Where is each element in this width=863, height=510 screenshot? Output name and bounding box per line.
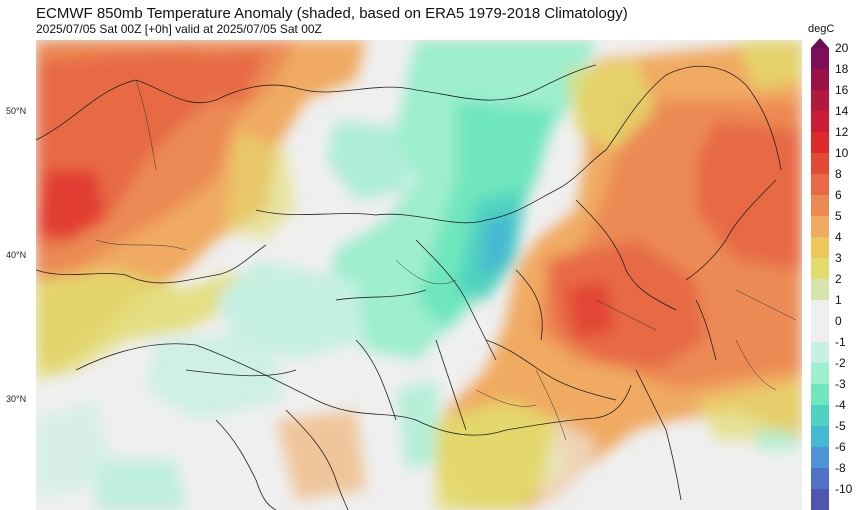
country-borders [36,64,782,510]
colorbar-swatch [811,279,829,300]
colorbar-swatch [811,405,829,426]
colorbar-tick-label: -2 [835,356,846,370]
colorbar-tick-label: -4 [835,398,846,412]
colorbar-swatch [811,447,829,468]
colorbar-swatch [811,69,829,90]
map-canvas [36,40,802,510]
colorbar-tick-label: -6 [835,440,846,454]
colorbar-swatch [811,384,829,405]
colorbar-tick-label: 20 [835,41,849,55]
colorbar-swatch [811,90,829,111]
colorbar-tick-label: 12 [835,125,849,139]
province-borders [95,79,797,441]
colorbar-tick-label: -8 [835,461,846,475]
colorbar-swatch [811,321,829,342]
colorbar-tick-label: -1 [835,335,846,349]
anomaly-field [36,40,802,510]
colorbar-swatch [811,468,829,489]
colorbar-tick-label: 5 [835,209,842,223]
colorbar-tick-label: 3 [835,251,842,265]
colorbar-swatch [811,174,829,195]
colorbar-tick-label: 18 [835,62,849,76]
colorbar-tick-label: -10 [835,482,853,496]
colorbar-swatch [811,195,829,216]
colorbar-swatch [811,363,829,384]
colorbar-tick-label: 16 [835,83,849,97]
colorbar-tick-label: -5 [835,419,846,433]
map-title: ECMWF 850mb Temperature Anomaly (shaded,… [36,5,628,22]
colorbar-swatch [811,48,829,69]
colorbar-swatch [811,237,829,258]
colorbar-swatch [811,426,829,447]
lat-label-40n: 40°N [6,250,27,260]
colorbar-extend-arrow [811,38,829,48]
colorbar-swatch [811,111,829,132]
colorbar-tick-label: 14 [835,104,849,118]
colorbar-swatch [811,258,829,279]
colorbar-swatch [811,342,829,363]
map-subtitle: 2025/07/05 Sat 00Z [+0h] valid at 2025/0… [36,22,322,36]
lat-label-30n: 30°N [6,394,27,404]
colorbar-tick-label: 8 [835,167,842,181]
colorbar-tick-label: 2 [835,272,842,286]
colorbar-tick-label: 0 [835,314,842,328]
colorbar-tick-label: 4 [835,230,842,244]
colorbar-swatch [811,132,829,153]
colorbar-swatch [811,489,829,510]
colorbar-swatch [811,216,829,237]
lat-label-50n: 50°N [6,106,27,116]
colorbar-swatch [811,153,829,174]
colorbar-swatch [811,300,829,321]
temperature-anomaly-map [36,40,802,510]
colorbar-tick-label: 1 [835,293,842,307]
colorbar [811,48,829,510]
colorbar-unit: degC [808,23,835,35]
colorbar-tick-label: -3 [835,377,846,391]
colorbar-tick-label: 10 [835,146,849,160]
colorbar-tick-label: 6 [835,188,842,202]
